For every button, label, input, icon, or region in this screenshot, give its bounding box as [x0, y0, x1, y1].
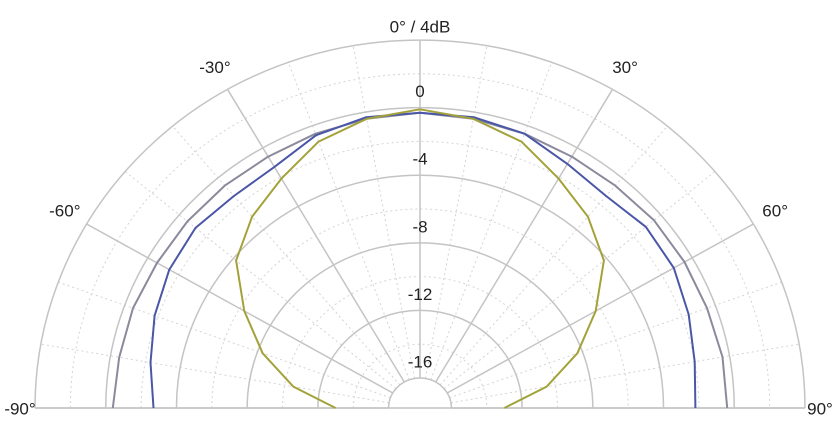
grid-spoke [435, 88, 614, 383]
minor-grid [140, 140, 700, 409]
theta-tick-label: -90° [4, 399, 35, 418]
theta-tick-label: 90° [807, 399, 833, 418]
minor-grid [352, 343, 488, 409]
r-tick-label: -8 [412, 217, 427, 236]
r-tick-label: -12 [408, 285, 433, 304]
series-line [235, 108, 605, 409]
r-tick-label: 0 [415, 82, 424, 101]
minor-grid [40, 343, 390, 404]
minor-grid [439, 125, 668, 386]
theta-tick-label: 30° [612, 58, 638, 77]
theta-tick-label: 60° [762, 201, 788, 220]
chart-title: 0° / 4dB [390, 17, 451, 36]
minor-grid [352, 45, 416, 379]
minor-grid [450, 343, 800, 404]
minor-grid [424, 45, 488, 379]
minor-grid [287, 62, 410, 380]
r-tick-label: -16 [408, 352, 433, 371]
minor-grid [58, 281, 391, 399]
series-line [149, 111, 697, 409]
r-tick-label: -4 [412, 150, 427, 169]
grid-spoke [86, 223, 394, 394]
theta-tick-label: -30° [199, 58, 230, 77]
minor-grid [211, 208, 629, 409]
grid-spoke [226, 88, 405, 383]
theta-tick-label: -60° [49, 201, 80, 220]
minor-grid [443, 171, 716, 390]
minor-grid [430, 62, 553, 380]
grid-spoke [446, 223, 754, 394]
minor-grid [449, 281, 782, 399]
grid-ring [387, 377, 453, 409]
